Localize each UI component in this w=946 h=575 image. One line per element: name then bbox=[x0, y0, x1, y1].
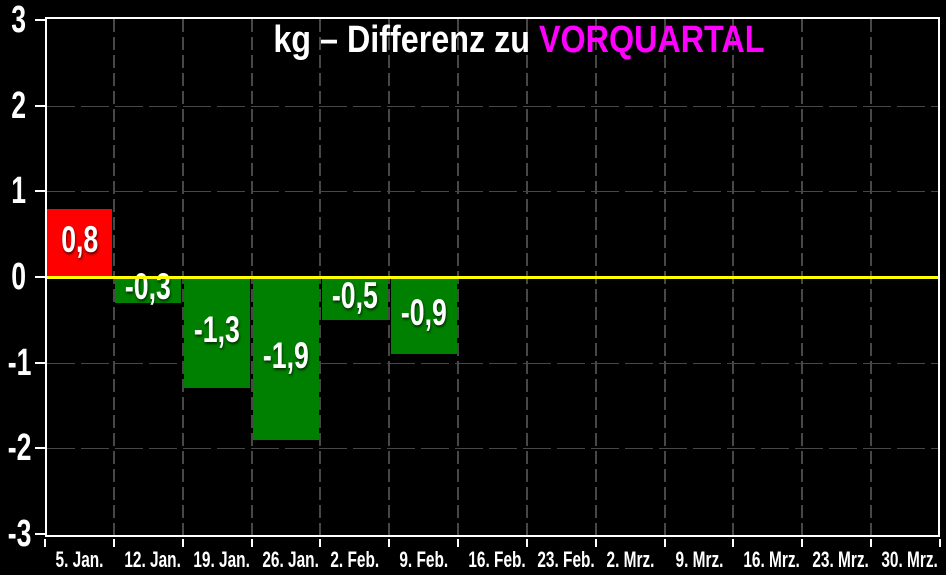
bar-value-label: -0,9 bbox=[400, 291, 447, 333]
x-axis-tick bbox=[939, 539, 941, 547]
x-axis-tick bbox=[44, 539, 46, 547]
bar-value-label: -0,5 bbox=[331, 274, 378, 316]
x-axis-label: 23. Feb. bbox=[537, 547, 595, 572]
x-axis-tick bbox=[457, 539, 459, 547]
x-axis-tick bbox=[664, 539, 666, 547]
bar-value-label: 0,8 bbox=[60, 219, 98, 261]
bar-negative: -1,3 bbox=[184, 277, 251, 389]
x-axis-tick bbox=[870, 539, 872, 547]
x-axis-label: 2. Mrz. bbox=[606, 547, 655, 572]
y-axis-tick bbox=[35, 362, 45, 364]
x-axis-tick bbox=[526, 539, 528, 547]
y-axis-tick bbox=[35, 105, 45, 107]
bar-value-label: -1,3 bbox=[194, 309, 241, 351]
x-axis-label: 2. Feb. bbox=[330, 547, 380, 572]
x-axis-label: 23. Mrz. bbox=[812, 547, 869, 572]
x-axis-label: 12. Jan. bbox=[124, 547, 181, 572]
x-axis-tick bbox=[732, 539, 734, 547]
x-axis-tick bbox=[251, 539, 253, 547]
bar-negative: -0,5 bbox=[321, 274, 388, 320]
bar-value-label: -0,3 bbox=[125, 266, 172, 308]
x-axis-tick bbox=[801, 539, 803, 547]
y-axis-tick bbox=[35, 533, 45, 535]
x-axis-label: 9. Mrz. bbox=[675, 547, 724, 572]
bar-negative: -0,9 bbox=[390, 277, 457, 354]
plot-border-left bbox=[45, 17, 47, 537]
y-axis-label: 2 bbox=[11, 85, 26, 127]
chart-title: kg – Differenz zu VORQUARTAL bbox=[0, 20, 946, 60]
x-axis-label: 16. Mrz. bbox=[743, 547, 800, 572]
bar-value-label: -1,9 bbox=[262, 334, 309, 376]
bar-negative: -1,9 bbox=[253, 277, 319, 440]
h-gridline bbox=[47, 106, 938, 107]
x-axis-label: 5. Jan. bbox=[55, 547, 104, 572]
x-axis-label: 26. Jan. bbox=[262, 547, 319, 572]
y-axis-tick bbox=[35, 276, 45, 278]
x-axis-tick bbox=[319, 539, 321, 547]
x-axis-label: 16. Feb. bbox=[468, 547, 526, 572]
chart-title-highlight: VORQUARTAL bbox=[539, 19, 765, 61]
x-axis-tick bbox=[113, 539, 115, 547]
plot-border-bottom bbox=[45, 535, 940, 537]
y-axis-label: -3 bbox=[7, 513, 32, 555]
x-axis-label: 9. Feb. bbox=[399, 547, 449, 572]
bar-positive: 0,8 bbox=[46, 208, 113, 277]
x-axis-tick bbox=[388, 539, 390, 547]
x-axis-tick bbox=[595, 539, 597, 547]
y-axis-tick bbox=[35, 190, 45, 192]
plot-border-top bbox=[45, 17, 940, 19]
x-axis-label: 19. Jan. bbox=[193, 547, 250, 572]
plot-border-right bbox=[938, 17, 940, 537]
chart-title-prefix: kg – Differenz zu bbox=[273, 19, 540, 61]
h-gridline bbox=[47, 363, 938, 364]
y-axis-tick bbox=[35, 19, 45, 21]
y-axis-label: -1 bbox=[7, 342, 32, 384]
h-gridline bbox=[47, 448, 938, 449]
y-axis-tick bbox=[35, 447, 45, 449]
y-axis-label: 1 bbox=[11, 170, 26, 212]
zero-line bbox=[45, 276, 940, 279]
y-axis-label: 3 bbox=[11, 0, 26, 41]
y-axis-label: 0 bbox=[11, 256, 26, 298]
x-axis-label: 30. Mrz. bbox=[881, 547, 938, 572]
h-gridline bbox=[47, 191, 938, 192]
chart-title-text: kg – Differenz zu VORQUARTAL bbox=[273, 20, 764, 60]
y-axis-label: -2 bbox=[7, 427, 32, 469]
bar-negative: -0,3 bbox=[115, 268, 182, 305]
x-axis-tick bbox=[182, 539, 184, 547]
plot-area: 0,8 -0,3 -1,3 -1,9 -0,5 -0,9 bbox=[45, 17, 940, 537]
